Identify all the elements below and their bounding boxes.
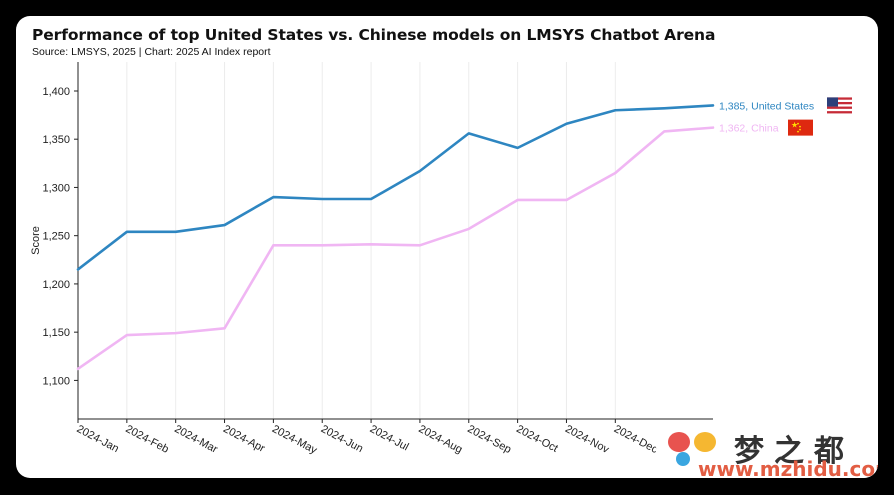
x-tick-label: 2024-Sep bbox=[465, 423, 513, 456]
x-tick-label: 2024-Jun bbox=[319, 423, 365, 455]
y-tick-label: 1,300 bbox=[42, 182, 70, 194]
y-tick-label: 1,250 bbox=[42, 231, 70, 243]
watermark: 梦之都 www.mzhidu.com bbox=[656, 424, 878, 478]
china-flag-small-star bbox=[799, 128, 801, 131]
series-line-china bbox=[76, 126, 715, 371]
y-tick-label: 1,150 bbox=[42, 327, 70, 339]
x-tick-label: 2024-Jul bbox=[368, 423, 411, 453]
x-tick-label: 2024-Mar bbox=[172, 423, 219, 456]
chart-title: Performance of top United States vs. Chi… bbox=[32, 26, 716, 44]
x-tick-label: 2024-Aug bbox=[417, 423, 465, 456]
x-tick-label: 2024-Apr bbox=[221, 423, 267, 455]
x-tick-label: 2024-Dec bbox=[612, 423, 660, 456]
x-tick-label: 2024-May bbox=[270, 423, 319, 457]
china-flag-small-star bbox=[797, 130, 799, 133]
series-end-label: 1,385, United States bbox=[719, 100, 814, 112]
chart-card: Performance of top United States vs. Chi… bbox=[16, 16, 878, 478]
us-flag-stripe bbox=[827, 97, 852, 100]
y-tick-label: 1,100 bbox=[42, 375, 70, 387]
watermark-bubble-icon bbox=[668, 432, 690, 452]
line-chart: 1,100 1,150 1,200 1,250 1,300 1,350 1,400 Score… bbox=[30, 62, 852, 457]
x-tick-label: 2024-Oct bbox=[514, 423, 560, 455]
china-flag-small-star bbox=[799, 125, 801, 128]
china-flag-icon bbox=[788, 119, 813, 136]
series-line-united-states bbox=[76, 104, 715, 271]
china-flag-small-star bbox=[797, 122, 799, 125]
us-flag-stripe bbox=[827, 101, 852, 105]
x-tick-label: 2024-Jan bbox=[75, 423, 121, 455]
us-flag-canton bbox=[827, 97, 838, 107]
watermark-bubble-icon bbox=[676, 452, 690, 466]
x-tick-label: 2024-Feb bbox=[123, 423, 170, 456]
series-end-label: 1,362, China bbox=[719, 123, 779, 135]
y-axis-label: Score bbox=[30, 226, 42, 255]
watermark-logo-text: 梦之都 bbox=[734, 434, 854, 469]
chart-subtitle: Source: LMSYS, 2025 | Chart: 2025 AI Ind… bbox=[32, 46, 271, 58]
y-tick-label: 1,200 bbox=[42, 279, 70, 291]
y-tick-label: 1,400 bbox=[42, 86, 70, 98]
us-flag-stripe bbox=[827, 106, 852, 109]
watermark-bubble-icon bbox=[694, 432, 716, 452]
watermark-url: www.mzhidu.com bbox=[698, 457, 878, 478]
y-tick-label: 1,350 bbox=[42, 134, 70, 146]
us-flag-stripe bbox=[827, 111, 852, 114]
china-flag-star: ★ bbox=[791, 121, 798, 130]
x-tick-label: 2024-Nov bbox=[563, 423, 611, 456]
